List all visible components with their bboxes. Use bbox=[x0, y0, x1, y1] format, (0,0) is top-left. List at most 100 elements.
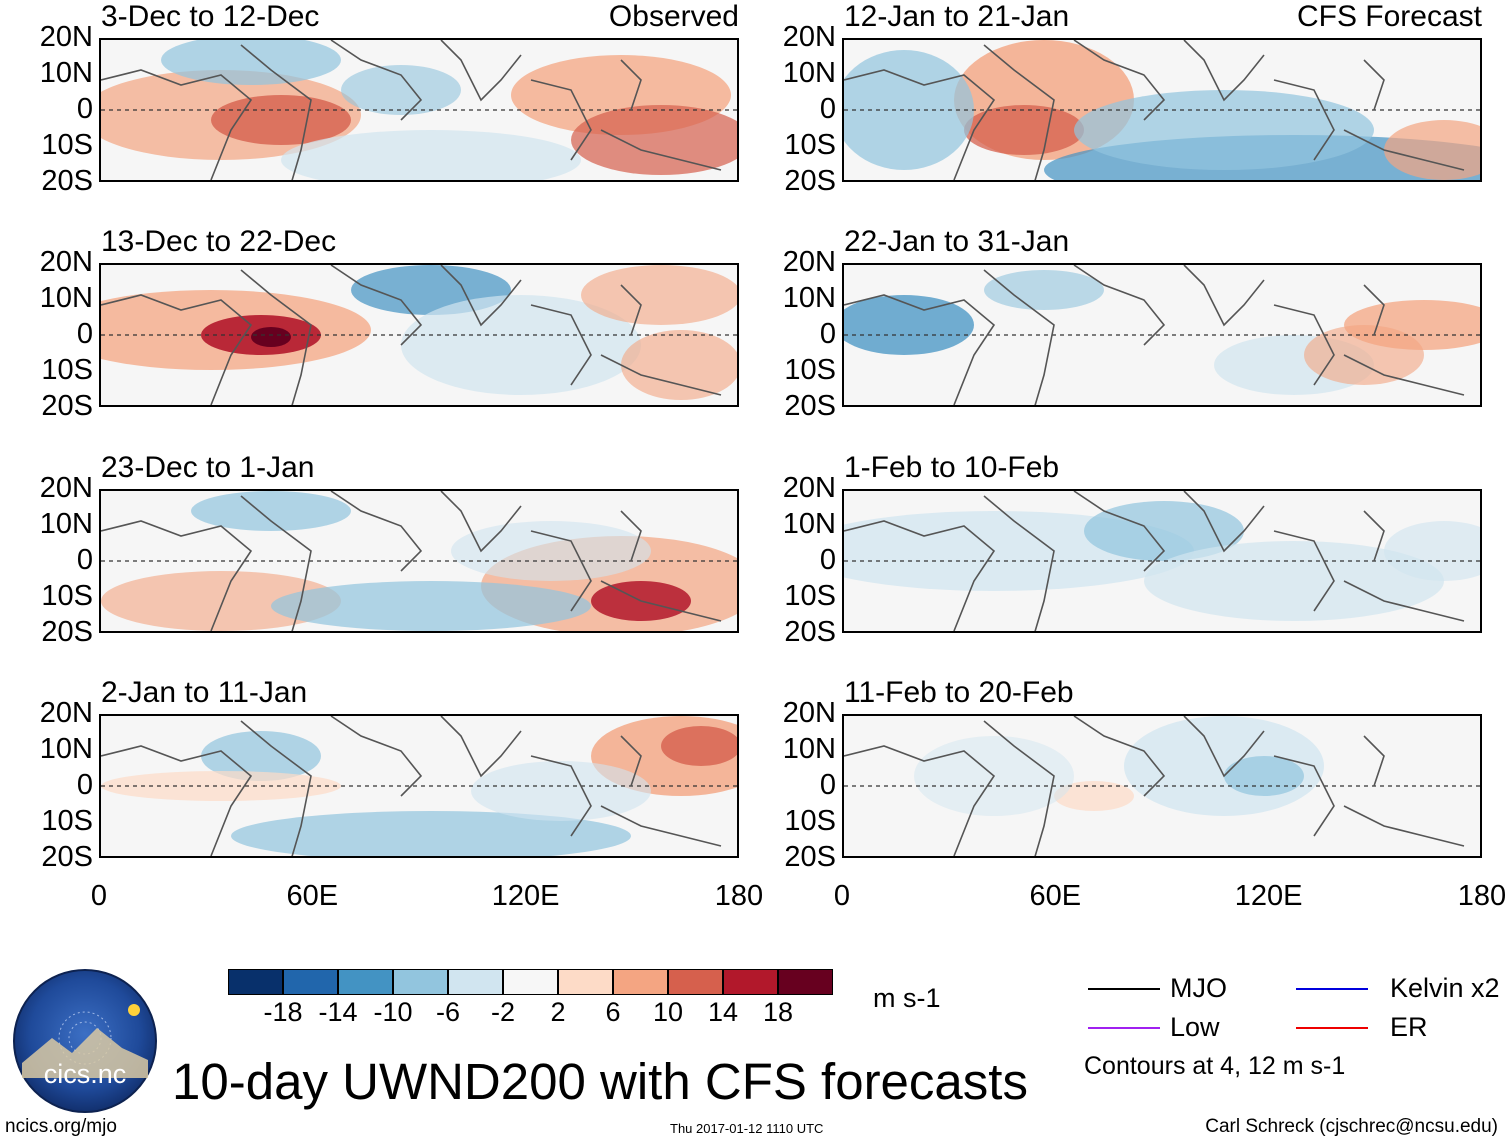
panel-source-label: Observed bbox=[608, 0, 739, 33]
panel-title: 22-Jan to 31-Jan bbox=[844, 225, 1070, 258]
map-plot bbox=[842, 38, 1482, 182]
map-plot bbox=[99, 38, 739, 182]
panel-title: 3-Dec to 12-Dec bbox=[101, 0, 320, 33]
lat-label: 10N bbox=[782, 282, 836, 314]
legend-line-mjo bbox=[1088, 988, 1160, 990]
lat-label: 20S bbox=[41, 165, 93, 197]
colorbar-swatch bbox=[613, 969, 668, 995]
legend-line-low bbox=[1088, 1027, 1160, 1029]
colorbar-tick: 18 bbox=[762, 997, 794, 1027]
legend-line-kelvin bbox=[1296, 988, 1368, 990]
lat-label: 10S bbox=[41, 354, 93, 386]
colorbar-tick: -2 bbox=[490, 997, 515, 1027]
colorbar-tick: -14 bbox=[318, 997, 358, 1027]
colorbar-tick: 2 bbox=[550, 997, 566, 1027]
colorbar-tick: 6 bbox=[605, 997, 621, 1027]
lat-label: 20N bbox=[782, 472, 836, 504]
lon-label: 0 bbox=[90, 880, 108, 912]
lon-label: 120E bbox=[1234, 880, 1303, 912]
panel-title: 11-Feb to 20-Feb bbox=[844, 676, 1074, 709]
colorbar-tick: -18 bbox=[263, 997, 303, 1027]
main-title: 10-day UWND200 with CFS forecasts bbox=[172, 1053, 1028, 1110]
colorbar-swatch bbox=[778, 969, 833, 995]
lat-label: 0 bbox=[819, 93, 836, 125]
map-plot bbox=[99, 714, 739, 858]
legend-label-kelvin: Kelvin x2 bbox=[1390, 973, 1500, 1003]
map-plot bbox=[99, 263, 739, 407]
legend-label-er: ER bbox=[1390, 1012, 1428, 1042]
lat-label: 20N bbox=[782, 697, 836, 729]
lat-label: 10S bbox=[784, 580, 836, 612]
map-plot bbox=[842, 263, 1482, 407]
lat-label: 0 bbox=[76, 318, 93, 350]
lat-label: 20S bbox=[784, 390, 836, 422]
legend-label-low: Low bbox=[1170, 1012, 1220, 1042]
lat-label: 10S bbox=[784, 354, 836, 386]
logo-text: cics.nc bbox=[44, 1059, 127, 1089]
lat-label: 10N bbox=[782, 508, 836, 540]
colorbar-swatch bbox=[283, 969, 338, 995]
colorbar-units: m s-1 bbox=[873, 983, 941, 1013]
colorbar-swatch bbox=[228, 969, 283, 995]
lat-label: 10S bbox=[41, 805, 93, 837]
colorbar-tick: -6 bbox=[435, 997, 460, 1027]
contour-note: Contours at 4, 12 m s-1 bbox=[1084, 1052, 1346, 1080]
lat-label: 20S bbox=[41, 616, 93, 648]
lat-label: 20S bbox=[784, 165, 836, 197]
panel-title: 2-Jan to 11-Jan bbox=[101, 676, 308, 709]
legend-label-mjo: MJO bbox=[1170, 973, 1227, 1003]
lon-label: 0 bbox=[833, 880, 851, 912]
cics-logo: cics.nc bbox=[13, 969, 157, 1113]
footer-timestamp: Thu 2017-01-12 1110 UTC bbox=[670, 1121, 824, 1136]
lat-label: 10S bbox=[41, 580, 93, 612]
lat-label: 10N bbox=[39, 508, 93, 540]
lat-label: 0 bbox=[76, 93, 93, 125]
lat-label: 10S bbox=[41, 129, 93, 161]
colorbar-swatch bbox=[448, 969, 503, 995]
lon-label: 180 bbox=[714, 880, 764, 912]
colorbar-swatch bbox=[393, 969, 448, 995]
lat-label: 0 bbox=[76, 544, 93, 576]
legend-line-er bbox=[1296, 1027, 1368, 1029]
lat-label: 20N bbox=[782, 21, 836, 53]
panel-source-label: CFS Forecast bbox=[1296, 0, 1482, 33]
lat-label: 0 bbox=[819, 769, 836, 801]
lat-label: 10N bbox=[782, 733, 836, 765]
panel-title: 12-Jan to 21-Jan bbox=[844, 0, 1070, 33]
panel-title: 1-Feb to 10-Feb bbox=[844, 451, 1060, 484]
map-plot bbox=[99, 489, 739, 633]
lat-label: 0 bbox=[819, 318, 836, 350]
lat-label: 10N bbox=[39, 282, 93, 314]
colorbar-swatch bbox=[503, 969, 558, 995]
map-plot bbox=[842, 489, 1482, 633]
lat-label: 20N bbox=[39, 472, 93, 504]
map-plot bbox=[842, 714, 1482, 858]
lat-label: 20S bbox=[41, 390, 93, 422]
footer-author: Carl Schreck (cjschrec@ncsu.edu) bbox=[1205, 1116, 1498, 1137]
lat-label: 20S bbox=[784, 841, 836, 873]
colorbar-tick: 10 bbox=[652, 997, 684, 1027]
lat-label: 20N bbox=[782, 246, 836, 278]
colorbar-tick: -10 bbox=[373, 997, 413, 1027]
lat-label: 20S bbox=[41, 841, 93, 873]
lon-label: 60E bbox=[286, 880, 339, 912]
lat-label: 20S bbox=[784, 616, 836, 648]
lat-label: 10N bbox=[39, 733, 93, 765]
lat-label: 0 bbox=[819, 544, 836, 576]
lat-label: 0 bbox=[76, 769, 93, 801]
lat-label: 20N bbox=[39, 21, 93, 53]
lat-label: 10S bbox=[784, 805, 836, 837]
colorbar-swatch bbox=[723, 969, 778, 995]
colorbar-swatch bbox=[668, 969, 723, 995]
lat-label: 10N bbox=[782, 57, 836, 89]
colorbar-swatch bbox=[558, 969, 613, 995]
lon-label: 180 bbox=[1457, 880, 1507, 912]
lat-label: 20N bbox=[39, 246, 93, 278]
panel-title: 23-Dec to 1-Jan bbox=[101, 451, 315, 484]
colorbar-tick: 14 bbox=[707, 997, 739, 1027]
footer-url: ncics.org/mjo bbox=[5, 1116, 117, 1137]
lon-label: 60E bbox=[1029, 880, 1082, 912]
lat-label: 10S bbox=[784, 129, 836, 161]
panel-title: 13-Dec to 22-Dec bbox=[101, 225, 337, 258]
colorbar-swatch bbox=[338, 969, 393, 995]
